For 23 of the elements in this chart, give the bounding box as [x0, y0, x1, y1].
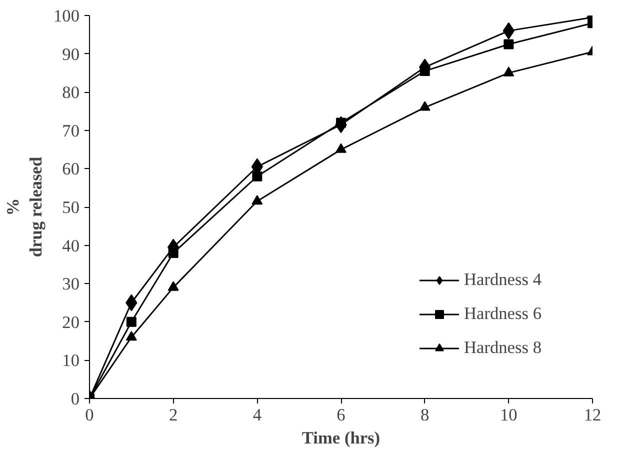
legend-label: Hardness 4 — [464, 270, 542, 290]
x-tick-label: 2 — [169, 406, 178, 424]
y-axis-title: % drug released — [4, 156, 46, 258]
y-tick-label: 30 — [62, 274, 80, 294]
y-tick-label: 60 — [62, 160, 80, 179]
x-axis-title: Time (hrs) — [302, 428, 380, 448]
y-tick-label: 50 — [62, 198, 80, 217]
y-tick-label: 40 — [62, 236, 80, 256]
y-tick-label: 10 — [62, 351, 80, 370]
x-tick-label: 10 — [500, 406, 518, 424]
y-tick-label: 100 — [54, 6, 80, 26]
x-tick-label: 6 — [336, 406, 346, 424]
legend-label: Hardness 6 — [464, 304, 542, 324]
y-tick-label: 90 — [62, 44, 80, 64]
y-tick-label: 70 — [62, 121, 80, 140]
x-tick-label: 12 — [584, 406, 602, 424]
x-tick-label: 0 — [85, 406, 94, 424]
x-tick-label: 8 — [420, 406, 430, 424]
y-tick-label: 20 — [62, 312, 80, 332]
y-tick-label: 80 — [62, 83, 80, 102]
legend-label: Hardness 8 — [464, 338, 542, 358]
y-tick-label: 0 — [70, 390, 80, 408]
x-tick-label: 4 — [252, 406, 262, 424]
